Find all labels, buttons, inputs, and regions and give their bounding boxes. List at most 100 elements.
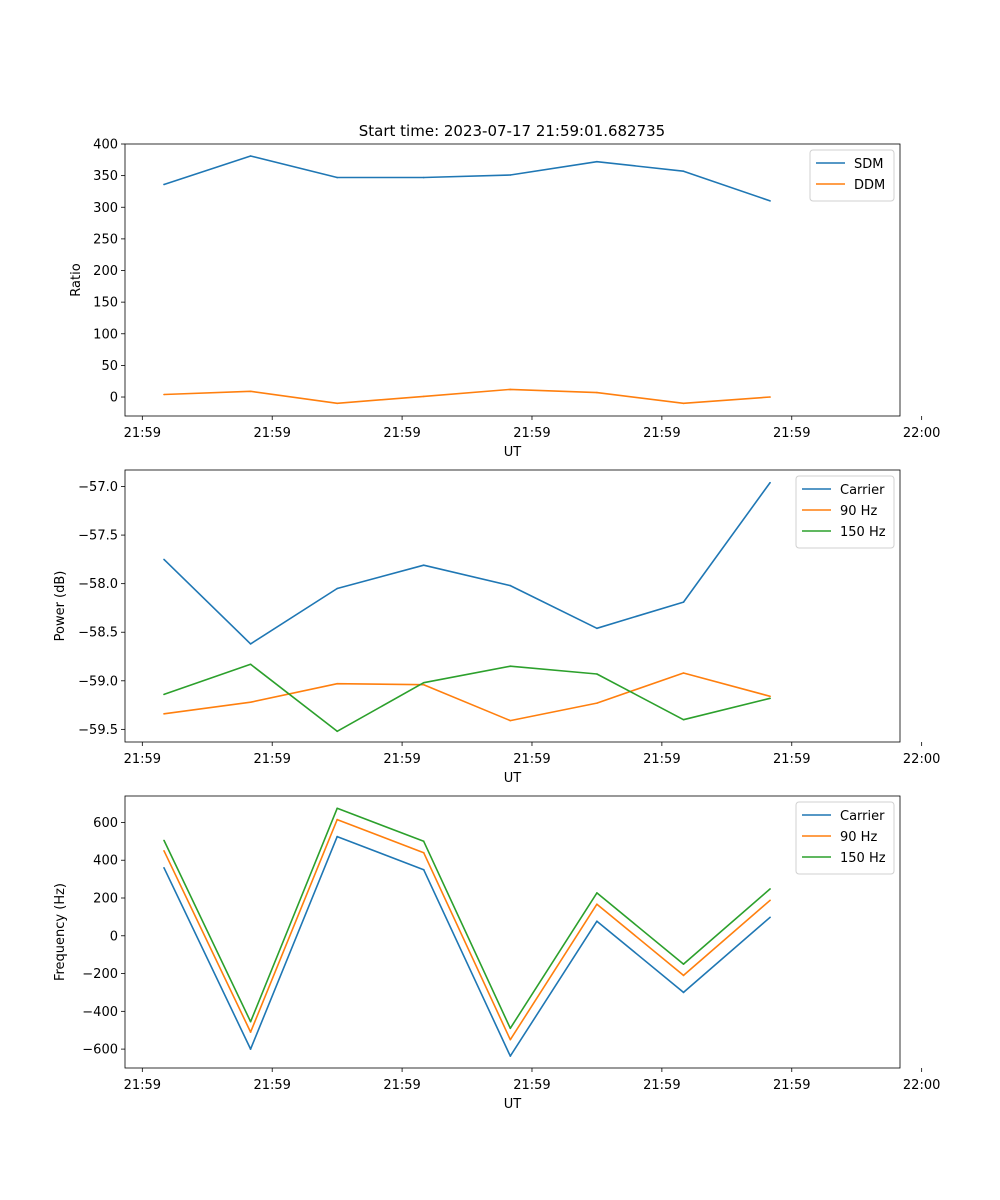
series-line-carrier xyxy=(163,835,771,1057)
data-point xyxy=(336,682,338,685)
legend: SDM DDM xyxy=(809,149,895,202)
data-point xyxy=(596,920,598,923)
x-tick-label: 21:59 xyxy=(383,752,420,767)
data-point xyxy=(682,170,685,172)
plot-frame xyxy=(124,795,901,1069)
plot-frame xyxy=(124,469,901,743)
data-point xyxy=(336,587,338,590)
data-point xyxy=(682,601,685,603)
data-point xyxy=(422,681,425,684)
y-axis-label: Ratio xyxy=(69,263,84,296)
y-tick-label: 150 xyxy=(93,296,118,311)
data-point xyxy=(596,627,598,630)
y-tick-label: 300 xyxy=(93,201,118,216)
y-tick-label: −57.5 xyxy=(78,529,118,544)
data-point xyxy=(163,393,165,396)
data-point xyxy=(336,835,338,838)
legend-entry: Carrier xyxy=(840,483,885,498)
data-point xyxy=(509,174,512,176)
legend-entry: SDM xyxy=(854,157,883,172)
data-point xyxy=(682,991,685,994)
series-line-sdm xyxy=(163,155,771,202)
data-point xyxy=(249,701,252,703)
data-point xyxy=(769,695,771,698)
data-point xyxy=(596,892,598,894)
legend-entry: 90 Hz xyxy=(840,830,877,845)
legend: Carrier 90 Hz 150 Hz xyxy=(795,801,895,875)
y-tick-label: 350 xyxy=(93,169,118,184)
x-tick-label: 21:59 xyxy=(773,426,810,441)
data-point xyxy=(163,558,165,561)
data-point xyxy=(509,388,512,391)
x-tick-label: 21:59 xyxy=(513,426,550,441)
plot-frame xyxy=(124,143,901,417)
x-axis-label: UT xyxy=(504,445,522,460)
y-tick-label: 0 xyxy=(110,929,118,944)
data-point xyxy=(163,839,165,842)
data-point xyxy=(422,683,425,686)
data-point xyxy=(249,155,252,157)
data-point xyxy=(769,916,771,919)
chart-panel-1: 0 50 100 150 200 250 300 350 400 21:59 21:59 21:59 2… xyxy=(69,138,940,461)
x-tick-label: 21:59 xyxy=(124,752,161,767)
data-point xyxy=(249,1048,252,1050)
data-point xyxy=(249,1020,252,1023)
data-point xyxy=(682,672,685,674)
x-tick-label: 21:59 xyxy=(513,752,550,767)
y-tick-label: −600 xyxy=(82,1043,118,1058)
data-point xyxy=(336,402,338,405)
chart-panel-3: −600 −400 −200 0 200 400 600 21:59 21:59 21:59 21:… xyxy=(53,795,940,1112)
x-tick-label: 21:59 xyxy=(383,426,420,441)
y-tick-label: −59.5 xyxy=(78,723,118,738)
data-point xyxy=(509,584,512,587)
data-point xyxy=(336,176,338,179)
data-point xyxy=(422,176,425,179)
chart-panel-2: −59.5 −59.0 −58.5 −58.0 −57.5 −57.0 21:59 21:59… xyxy=(53,469,940,786)
data-point xyxy=(509,719,512,722)
data-point xyxy=(769,396,771,398)
x-tick-label: 21:59 xyxy=(643,426,680,441)
data-point xyxy=(249,663,252,666)
y-tick-label: −58.5 xyxy=(78,626,118,641)
data-point xyxy=(769,200,771,202)
data-point xyxy=(682,963,685,965)
y-tick-label: −57.0 xyxy=(78,480,118,495)
data-point xyxy=(163,693,165,696)
x-tick-label: 21:59 xyxy=(513,1078,550,1093)
x-tick-label: 21:59 xyxy=(643,1078,680,1093)
y-tick-label: 250 xyxy=(93,232,118,247)
data-point xyxy=(336,818,338,821)
data-point xyxy=(596,673,598,675)
data-point xyxy=(163,183,165,186)
y-tick-label: 50 xyxy=(101,359,118,374)
series-line-90-hz xyxy=(163,672,771,722)
data-point xyxy=(163,849,165,852)
data-point xyxy=(336,730,338,733)
series-line-90-hz xyxy=(163,818,771,1041)
x-tick-label: 21:59 xyxy=(773,1078,810,1093)
data-point xyxy=(422,868,425,871)
data-point xyxy=(682,974,685,977)
data-point xyxy=(249,1031,252,1033)
data-point xyxy=(596,160,598,163)
data-point xyxy=(422,564,425,566)
data-point xyxy=(596,702,598,704)
data-point xyxy=(249,643,252,645)
y-axis-label: Power (dB) xyxy=(53,571,68,642)
data-point xyxy=(163,866,165,869)
data-point xyxy=(509,1038,512,1041)
data-point xyxy=(682,718,685,721)
data-point xyxy=(682,402,685,405)
series-line-ddm xyxy=(163,388,771,405)
data-point xyxy=(422,851,425,854)
data-point xyxy=(509,1055,512,1057)
data-point xyxy=(769,888,771,890)
legend-entry: 150 Hz xyxy=(840,851,886,866)
y-tick-label: −58.0 xyxy=(78,577,118,592)
data-point xyxy=(596,391,598,394)
data-point xyxy=(249,390,252,393)
data-point xyxy=(422,395,425,398)
legend-entry: Carrier xyxy=(840,809,885,824)
legend: Carrier 90 Hz 150 Hz xyxy=(795,475,895,549)
x-tick-label: 22:00 xyxy=(903,1078,940,1093)
